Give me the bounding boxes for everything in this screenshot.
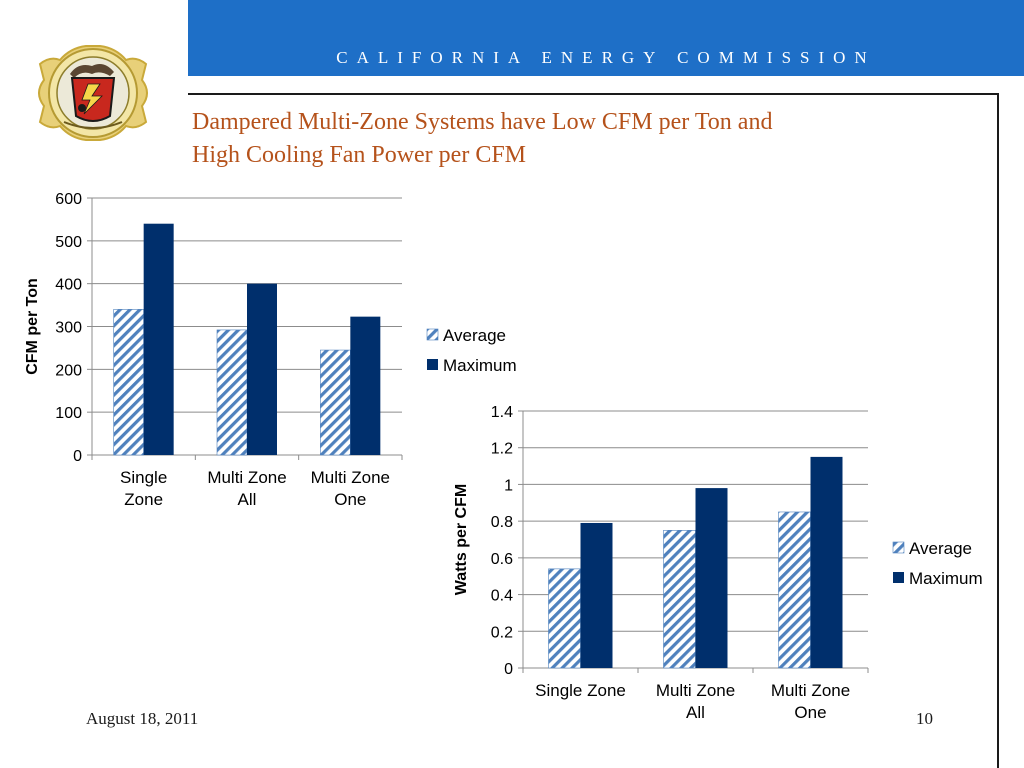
x-tick-label: All [686,703,705,722]
x-tick-label: Single Zone [535,681,626,700]
x-tick-label: Zone [124,490,163,509]
y-tick-label: 600 [55,191,82,208]
bar-average: 0.75 [663,530,696,669]
bar-maximum: 0.79 [580,522,613,668]
y-axis-label: Watts per CFM [453,484,470,595]
x-tick-label: One [334,490,366,509]
slide-title: Dampered Multi-Zone Systems have Low CFM… [192,106,912,172]
page-number: 10 [916,709,933,728]
bar-average: 0.54 [548,568,581,669]
legend-swatch-maximum [427,359,438,370]
bar-maximum: 0.98 [695,488,728,668]
y-tick-label: 0 [504,661,513,678]
legend-swatch-average [892,541,905,554]
bar-average: 0.85 [778,511,811,669]
bar-maximum: 1.15 [810,456,843,668]
y-tick-label: 0.6 [491,551,513,568]
y-tick-label: 1 [504,477,513,494]
cfm-per-ton-chart: 0 100 200 300 400 500 600 CFM per Ton 340540 Sing… [24,191,517,509]
y-tick-label: 1.2 [491,441,513,458]
x-tick-label: Single [120,468,167,487]
slide-title-line-1: Dampered Multi-Zone Systems have Low CFM… [192,109,773,135]
x-tick-label: Multi Zone [771,681,850,700]
organization-name: CALIFORNIA ENERGY COMMISSION [336,48,876,67]
bar-average: 245 [320,349,351,456]
y-tick-label: 100 [55,405,82,422]
legend-label-maximum: Maximum [909,569,983,588]
state-seal-icon [38,45,148,141]
y-tick-label: 0.4 [491,588,513,605]
legend-swatch-average [426,328,439,341]
bar-maximum: 540 [143,223,174,455]
y-tick-label: 200 [55,362,82,379]
y-tick-label: 1.4 [491,404,513,421]
y-tick-label: 0 [73,448,82,465]
bar-average: 292 [216,329,248,456]
legend-label-average: Average [443,326,506,345]
y-tick-label: 500 [55,234,82,251]
y-axis-label: CFM per Ton [24,278,41,375]
header-banner: CALIFORNIA ENERGY COMMISSION [188,0,1024,76]
legend-swatch-maximum [893,572,904,583]
bar-maximum: 323 [350,316,381,455]
x-tick-label: Multi Zone [656,681,735,700]
y-tick-label: 300 [55,320,82,337]
x-tick-label: One [794,703,826,722]
bar-average: 340 [113,309,144,456]
legend-label-average: Average [909,539,972,558]
footer-date: August 18, 2011 [86,709,199,728]
x-tick-label: All [238,490,257,509]
legend-label-maximum: Maximum [443,356,517,375]
y-tick-label: 400 [55,277,82,294]
header-divider [188,93,999,95]
y-tick-label: 0.8 [491,514,513,531]
x-tick-label: Multi Zone [207,468,286,487]
x-tick-label: Multi Zone [311,468,390,487]
slide-title-line-2: High Cooling Fan Power per CFM [192,142,527,168]
y-tick-label: 0.2 [491,624,513,641]
bar-maximum: 400 [247,283,277,455]
right-border [997,95,999,768]
